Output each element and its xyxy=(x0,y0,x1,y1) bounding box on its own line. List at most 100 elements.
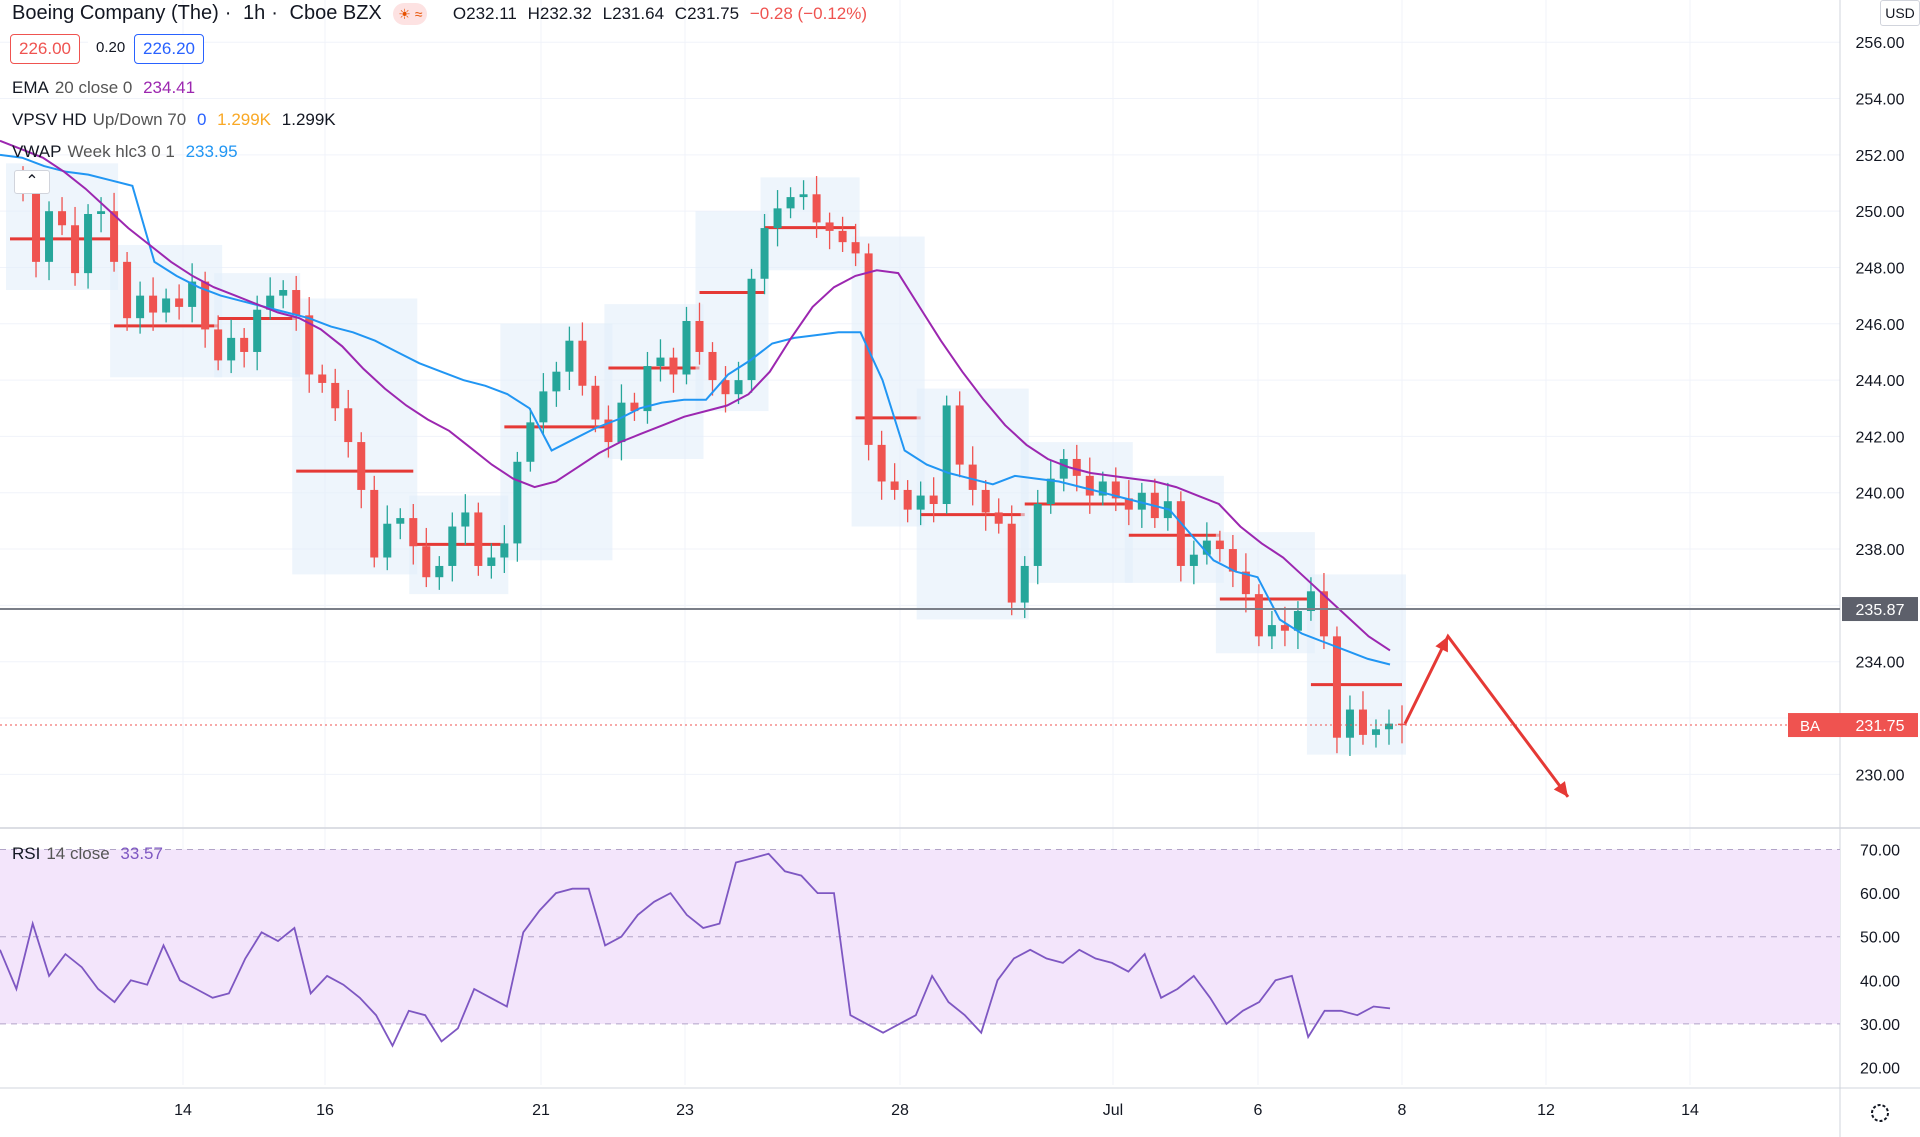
candle-body xyxy=(643,366,652,412)
ema-legend[interactable]: EMA 20 close 0 234.41 xyxy=(12,78,196,97)
candle-body xyxy=(292,290,301,316)
arrow-path xyxy=(1403,633,1570,798)
candle-body xyxy=(1059,458,1068,479)
candle-body xyxy=(84,213,93,274)
price-tick-label: 252.00 xyxy=(1856,148,1905,165)
candle-body xyxy=(474,512,483,566)
candle-body xyxy=(1215,540,1224,550)
candle-body xyxy=(1319,591,1328,637)
ask-price-button[interactable]: 226.20 xyxy=(134,34,204,64)
projection-arrow[interactable] xyxy=(1403,633,1570,798)
candle-body xyxy=(1033,504,1042,566)
candle-body xyxy=(253,309,262,352)
ema-line xyxy=(0,139,1391,652)
candle-body xyxy=(994,512,1003,524)
candle-body xyxy=(747,278,756,381)
price-tick-label: 246.00 xyxy=(1856,317,1905,334)
horizontal-level-line[interactable]: 235.87 BA 231.75 xyxy=(0,597,1918,738)
candle-body xyxy=(526,422,535,462)
gear-icon[interactable] xyxy=(1871,1104,1889,1122)
rsi-tick-label: 60.00 xyxy=(1860,886,1900,903)
candle-body xyxy=(617,402,626,443)
candle-body xyxy=(1111,481,1120,499)
vwap-line xyxy=(0,153,1391,666)
price-tick-label: 240.00 xyxy=(1856,486,1905,503)
candle-body xyxy=(1358,709,1367,735)
symbol-name[interactable]: Boeing Company (The) xyxy=(12,2,219,24)
rsi-pane xyxy=(0,848,1840,1048)
market-status-icon[interactable]: ☀ ≈ xyxy=(393,2,428,25)
candle-body xyxy=(1020,565,1029,603)
price-tick-label: 242.00 xyxy=(1856,429,1905,446)
chevron-up-icon: ⌃ xyxy=(25,173,39,190)
candle-body xyxy=(1254,594,1263,637)
candle-body xyxy=(942,405,951,505)
candle-body xyxy=(786,197,795,209)
price-tick-label: 250.00 xyxy=(1856,204,1905,221)
candle-body xyxy=(461,512,470,527)
candle-body xyxy=(188,281,197,307)
candle-body xyxy=(1098,481,1107,496)
candle-body xyxy=(1176,501,1185,566)
volume-profile-boxes xyxy=(6,163,1406,755)
candle-body xyxy=(110,211,119,262)
candle-body xyxy=(552,371,561,392)
candle-body xyxy=(500,543,509,558)
candle-body xyxy=(357,442,366,490)
currency-selector[interactable]: USD xyxy=(1880,0,1920,26)
candle-body xyxy=(929,495,938,505)
candle-body xyxy=(1241,571,1250,595)
price-tick-label: 238.00 xyxy=(1856,542,1905,559)
candle-body xyxy=(58,211,67,226)
candle-body xyxy=(916,495,925,510)
candle-body xyxy=(1124,498,1133,510)
candle-body xyxy=(1306,591,1315,612)
candle-body xyxy=(1293,611,1302,631)
spread-value: 0.20 xyxy=(88,34,134,62)
interval-label[interactable]: 1h xyxy=(243,2,266,24)
candle-body xyxy=(812,194,821,223)
candle-body xyxy=(1332,636,1341,738)
rsi-legend[interactable]: RSI 14 close 33.57 xyxy=(12,844,163,863)
time-tick-label: 23 xyxy=(676,1102,694,1119)
candle-body xyxy=(396,518,405,524)
candle-body xyxy=(227,337,236,361)
candle-body xyxy=(760,228,769,279)
candle-body xyxy=(838,230,847,243)
session-box xyxy=(1124,475,1224,583)
price-axis[interactable]: 256.00 254.00 252.00 250.00 248.00 246.00 244.… xyxy=(1856,35,1905,1077)
arrow-head-up xyxy=(1435,636,1448,653)
price-tick-label: 254.00 xyxy=(1856,92,1905,109)
time-tick-label: Jul xyxy=(1103,1102,1123,1119)
candle-body xyxy=(981,489,990,513)
candle-body xyxy=(45,211,54,262)
candlestick-series xyxy=(19,166,1406,757)
candle-body xyxy=(175,298,184,307)
candle-body xyxy=(214,329,223,361)
candle-body xyxy=(1085,475,1094,496)
candle-body xyxy=(240,337,249,352)
exchange-label: Cboe BZX xyxy=(289,2,382,24)
time-axis[interactable]: 14 16 21 23 28 Jul 6 8 12 14 xyxy=(174,1102,1889,1122)
candle-body xyxy=(1046,478,1055,505)
candle-body xyxy=(136,295,145,319)
time-tick-label: 14 xyxy=(174,1102,192,1119)
candle-body xyxy=(656,357,665,367)
candle-body xyxy=(422,546,431,578)
candle-body xyxy=(1202,540,1211,555)
candle-body xyxy=(201,281,210,330)
collapse-legend-button[interactable]: ⌃ xyxy=(14,170,50,194)
rsi-tick-label: 40.00 xyxy=(1860,973,1900,990)
candle-body xyxy=(630,402,639,412)
candle-body xyxy=(1371,729,1380,735)
vpsv-legend[interactable]: VPSV HD Up/Down 70 0 1.299K 1.299K xyxy=(12,110,336,129)
candle-body xyxy=(903,489,912,510)
time-tick-label: 21 xyxy=(532,1102,550,1119)
vwap-legend[interactable]: VWAP Week hlc3 0 1 233.95 xyxy=(12,142,238,161)
price-tick-label: 244.00 xyxy=(1856,373,1905,390)
bid-price-button[interactable]: 226.00 xyxy=(10,34,80,64)
candle-body xyxy=(383,523,392,558)
candle-body xyxy=(1345,709,1354,738)
price-tick-label: 234.00 xyxy=(1856,655,1905,672)
